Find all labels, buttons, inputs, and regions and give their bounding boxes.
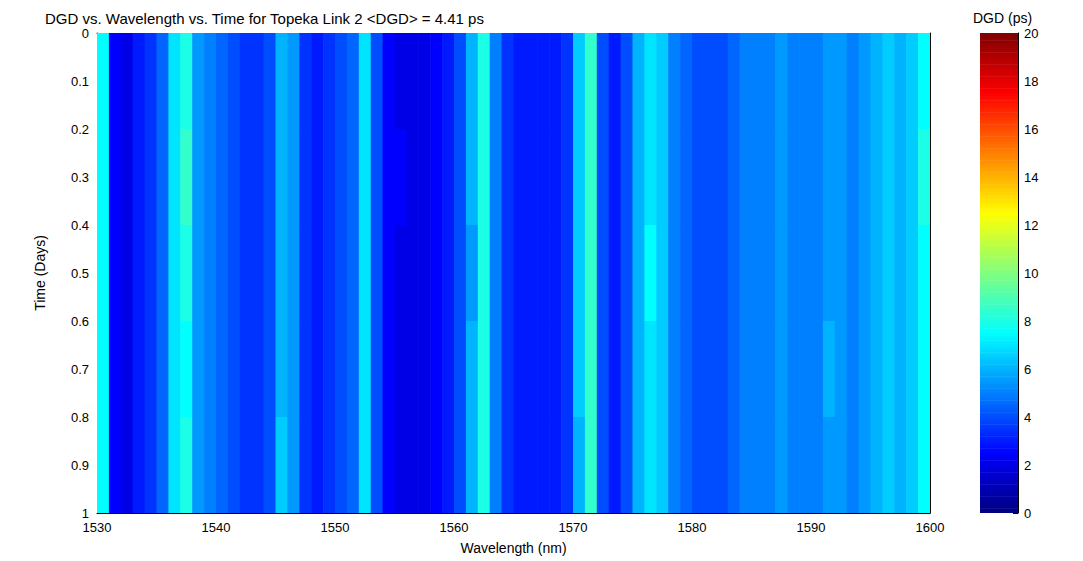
svg-text:20: 20 bbox=[1024, 26, 1038, 41]
svg-text:12: 12 bbox=[1024, 218, 1038, 233]
svg-text:0.4: 0.4 bbox=[71, 218, 89, 233]
svg-text:2: 2 bbox=[1024, 458, 1031, 473]
svg-text:0.8: 0.8 bbox=[71, 410, 89, 425]
svg-text:0.9: 0.9 bbox=[71, 458, 89, 473]
svg-text:Time (Days): Time (Days) bbox=[32, 235, 48, 311]
svg-text:0.7: 0.7 bbox=[71, 362, 89, 377]
svg-text:1: 1 bbox=[82, 506, 89, 521]
svg-text:1530: 1530 bbox=[83, 520, 112, 535]
svg-text:0.6: 0.6 bbox=[71, 314, 89, 329]
svg-text:0: 0 bbox=[82, 26, 89, 41]
svg-text:0.1: 0.1 bbox=[71, 74, 89, 89]
svg-text:DGD (ps): DGD (ps) bbox=[973, 10, 1032, 26]
svg-text:1540: 1540 bbox=[202, 520, 231, 535]
svg-text:0.5: 0.5 bbox=[71, 266, 89, 281]
svg-text:DGD vs. Wavelength vs. Time fo: DGD vs. Wavelength vs. Time for Topeka L… bbox=[45, 10, 484, 27]
svg-text:0.2: 0.2 bbox=[71, 122, 89, 137]
svg-text:1570: 1570 bbox=[559, 520, 588, 535]
svg-text:1600: 1600 bbox=[916, 520, 945, 535]
svg-text:16: 16 bbox=[1024, 122, 1038, 137]
svg-text:0: 0 bbox=[1024, 506, 1031, 521]
svg-text:6: 6 bbox=[1024, 362, 1031, 377]
svg-text:0.3: 0.3 bbox=[71, 170, 89, 185]
svg-text:10: 10 bbox=[1024, 266, 1038, 281]
svg-text:1550: 1550 bbox=[321, 520, 350, 535]
svg-text:1580: 1580 bbox=[678, 520, 707, 535]
svg-text:1560: 1560 bbox=[440, 520, 469, 535]
svg-text:Wavelength (nm): Wavelength (nm) bbox=[460, 540, 566, 556]
svg-text:8: 8 bbox=[1024, 314, 1031, 329]
svg-text:18: 18 bbox=[1024, 74, 1038, 89]
svg-text:14: 14 bbox=[1024, 170, 1038, 185]
svg-text:4: 4 bbox=[1024, 410, 1031, 425]
svg-text:1590: 1590 bbox=[797, 520, 826, 535]
